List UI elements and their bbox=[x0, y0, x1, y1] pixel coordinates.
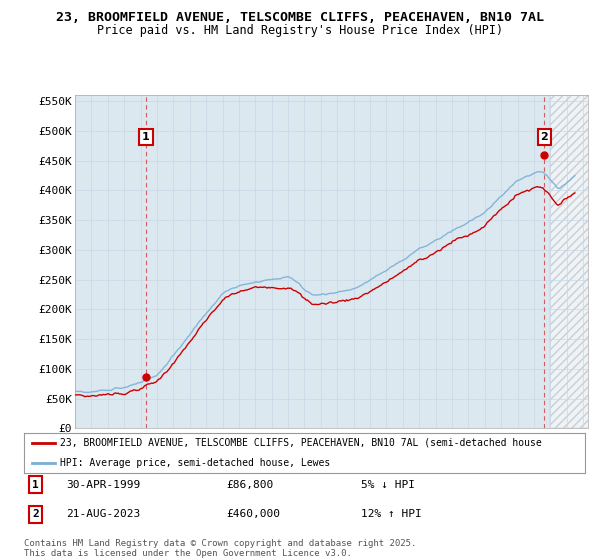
Text: 2: 2 bbox=[541, 132, 548, 142]
Text: 2: 2 bbox=[32, 509, 39, 519]
Bar bbox=[550, 95, 591, 428]
Text: 12% ↑ HPI: 12% ↑ HPI bbox=[361, 509, 421, 519]
Text: £460,000: £460,000 bbox=[226, 509, 280, 519]
Bar bbox=[550, 95, 591, 428]
Text: Price paid vs. HM Land Registry's House Price Index (HPI): Price paid vs. HM Land Registry's House … bbox=[97, 24, 503, 36]
Text: HPI: Average price, semi-detached house, Lewes: HPI: Average price, semi-detached house,… bbox=[61, 458, 331, 468]
Text: 23, BROOMFIELD AVENUE, TELSCOMBE CLIFFS, PEACEHAVEN, BN10 7AL: 23, BROOMFIELD AVENUE, TELSCOMBE CLIFFS,… bbox=[56, 11, 544, 24]
Text: 30-APR-1999: 30-APR-1999 bbox=[66, 480, 140, 490]
Text: 21-AUG-2023: 21-AUG-2023 bbox=[66, 509, 140, 519]
Text: Contains HM Land Registry data © Crown copyright and database right 2025.
This d: Contains HM Land Registry data © Crown c… bbox=[24, 539, 416, 558]
Text: 1: 1 bbox=[142, 132, 150, 142]
Text: 5% ↓ HPI: 5% ↓ HPI bbox=[361, 480, 415, 490]
Text: £86,800: £86,800 bbox=[226, 480, 273, 490]
Text: 1: 1 bbox=[32, 480, 39, 490]
Text: 23, BROOMFIELD AVENUE, TELSCOMBE CLIFFS, PEACEHAVEN, BN10 7AL (semi-detached hou: 23, BROOMFIELD AVENUE, TELSCOMBE CLIFFS,… bbox=[61, 438, 542, 448]
